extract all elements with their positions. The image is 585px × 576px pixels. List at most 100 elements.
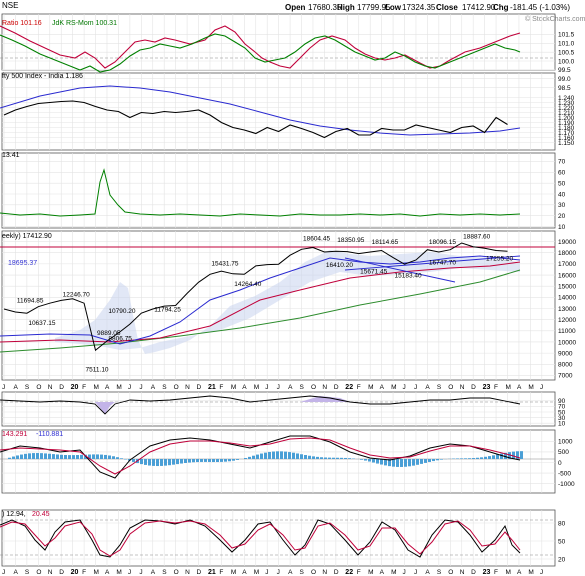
month-label-top: J	[403, 384, 406, 391]
macd-histogram-bar	[188, 459, 191, 463]
macd-histogram-bar	[84, 454, 87, 459]
macd-histogram-bar	[36, 453, 39, 459]
y-tick-label: 1.170	[558, 130, 575, 137]
macd-histogram-bar	[64, 454, 67, 459]
macd-histogram-bar	[132, 459, 135, 462]
month-label-bottom: J	[540, 569, 543, 576]
macd-histogram-bar	[364, 459, 367, 461]
macd-histogram-bar	[404, 459, 407, 467]
month-label-top: O	[36, 384, 41, 391]
macd-histogram-bar	[216, 459, 219, 462]
y-tick-label: 19000	[558, 239, 576, 246]
macd-histogram-bar	[28, 453, 31, 459]
y-tick-label: 50	[558, 409, 566, 416]
macd-histogram-bar	[104, 454, 107, 459]
price-annotation: 7511.10	[86, 367, 109, 374]
low-value: 17324.35	[402, 3, 436, 12]
month-label-top: S	[437, 384, 442, 391]
y-tick-label: 14000	[558, 295, 576, 302]
price-annotation: 14264.40	[234, 281, 261, 288]
macd-histogram-bar	[520, 451, 523, 459]
macd-histogram-bar	[168, 459, 171, 466]
macd-histogram-bar	[220, 459, 223, 462]
macd-histogram-bar	[264, 452, 267, 459]
macd-histogram-bar	[468, 458, 471, 459]
price-annotation: 10790.20	[108, 308, 135, 315]
month-label-bottom: S	[25, 569, 30, 576]
open-label: Open	[285, 3, 306, 12]
macd-histogram-bar	[52, 454, 55, 459]
y-tick-label: 101.0	[558, 41, 575, 48]
month-label-bottom: D	[59, 569, 64, 576]
month-label-top: O	[174, 384, 179, 391]
y-tick-label: 80	[558, 520, 566, 527]
macd-histogram-bar	[260, 453, 263, 459]
macd-histogram-bar	[12, 456, 15, 459]
chg-label: Chg	[493, 3, 509, 12]
macd-histogram-bar	[92, 454, 95, 459]
macd-histogram-bar	[436, 459, 439, 461]
y-tick-label: 15000	[558, 283, 576, 290]
price-annotation: 18096.15	[429, 239, 456, 246]
y-tick-label: 1.160	[558, 135, 575, 142]
month-label-bottom: 23	[483, 569, 491, 576]
macd-histogram-bar	[328, 457, 331, 459]
macd-histogram-bar	[284, 451, 287, 459]
month-label-top: J	[128, 384, 131, 391]
y-tick-label: 1.180	[558, 125, 575, 132]
month-axis-bottom: J A S O N D 20 F M A M J J A S O N D 21 F M A M J J A S O N D 22 F M A M J J…	[2, 569, 543, 576]
month-label-bottom: J	[2, 569, 5, 576]
y-tick-label: 99.0	[558, 76, 571, 83]
month-label-top: A	[151, 384, 156, 391]
month-label-bottom: A	[288, 569, 293, 576]
month-label-top: O	[448, 384, 453, 391]
price-annotation: 8806.75	[108, 335, 132, 342]
macd-histogram-bar	[160, 459, 163, 466]
macd-histogram-bar	[292, 452, 295, 459]
y-tick-label: 18000	[558, 250, 576, 257]
stoch-legend-a: ) 12.94,	[2, 511, 26, 518]
y-tick-label: 99.5	[558, 67, 571, 74]
month-label-top: S	[162, 384, 167, 391]
stoch-k-line	[0, 519, 521, 558]
month-label-top: J	[265, 384, 268, 391]
macd-histogram-bar	[300, 454, 303, 459]
macd-histogram-bar	[252, 455, 255, 459]
y-tick-label: 20	[558, 213, 566, 220]
macd-histogram-bar	[500, 453, 503, 459]
stoch-panel: ) 12.94, 20.45 80 50 20	[0, 511, 566, 563]
macd-legend-b: -110.881	[36, 431, 63, 438]
macd-histogram-bar	[148, 459, 151, 466]
month-label-bottom: M	[94, 569, 99, 576]
y-tick-label: 1.230	[558, 100, 575, 107]
price-annotation: 18114.65	[372, 239, 399, 246]
macd-histogram-bar	[428, 459, 431, 462]
macd-histogram-bar	[172, 459, 175, 465]
macd-histogram-bar	[208, 459, 211, 462]
close-label: Close	[436, 3, 458, 12]
month-label-bottom: M	[368, 569, 373, 576]
month-label-top: F	[494, 384, 498, 391]
month-label-top: S	[25, 384, 30, 391]
y-tick-label: 60	[558, 170, 566, 177]
y-tick-label: 12000	[558, 317, 576, 324]
month-label-bottom: A	[242, 569, 247, 576]
macd-histogram-bar	[40, 453, 43, 459]
macd-histogram-bar	[408, 459, 411, 467]
y-tick-label: 20	[558, 556, 566, 563]
y-tick-label: 1.240	[558, 95, 575, 102]
ratio-price-line	[3, 100, 508, 139]
month-label-bottom: J	[128, 569, 131, 576]
high-label: High	[337, 3, 355, 12]
exchange-label: NSE	[2, 1, 18, 10]
month-label-top: F	[357, 384, 361, 391]
month-label-top: J	[139, 384, 142, 391]
macd-histogram-bar	[492, 455, 495, 459]
month-label-bottom: 20	[71, 569, 79, 576]
y-tick-label: 1.190	[558, 120, 575, 127]
ratio-legend: fty 500 Index - India 1.186	[2, 73, 83, 80]
month-label-top: J	[2, 384, 5, 391]
